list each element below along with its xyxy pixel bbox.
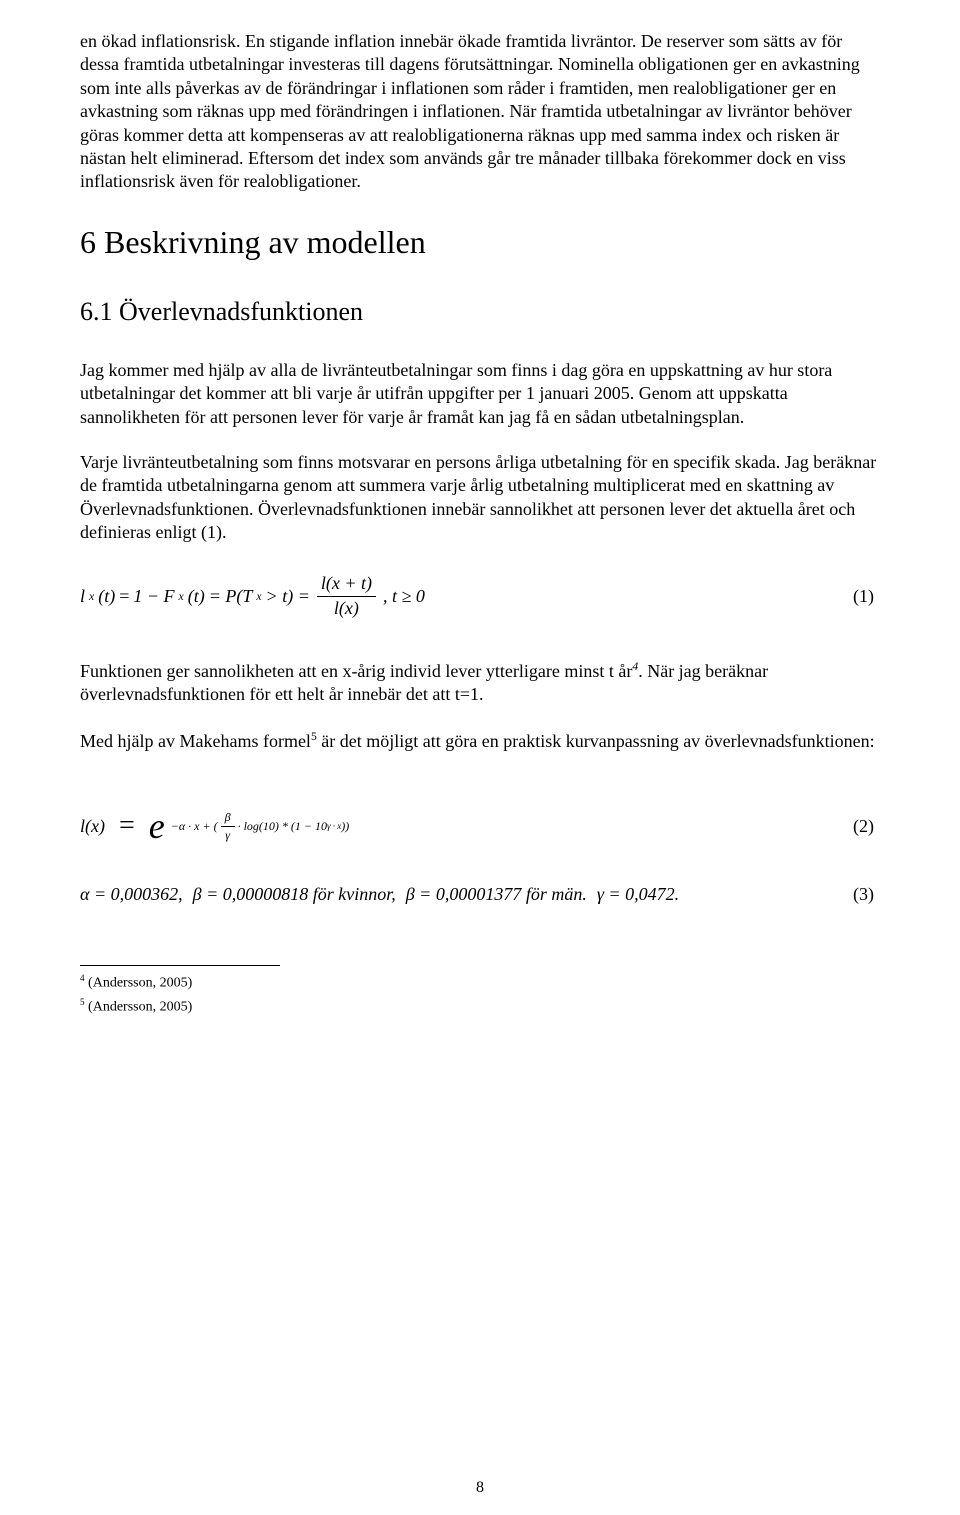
eq1-tail: , t ≥ 0 <box>383 586 425 607</box>
eq3-beta-m: β = 0,00001377 för män. <box>406 884 587 905</box>
footnote-4: 4 (Andersson, 2005) <box>80 972 880 994</box>
eq1-frac-num: l(x + t) <box>317 574 376 597</box>
eq1-eq: = <box>119 586 129 607</box>
paragraph-61-2: Varje livränteutbetalning som finns mots… <box>80 451 880 545</box>
eq1-t1-arg: (t) <box>188 586 205 607</box>
paragraph-61-1: Jag kommer med hjälp av alla de livränte… <box>80 359 880 429</box>
eq1-t2: = P(T <box>209 586 253 607</box>
paragraph-makeham: Med hjälp av Makehams formel5 är det möj… <box>80 729 880 753</box>
equation-3: α = 0,000362, β = 0,00000818 för kvinnor… <box>80 884 880 905</box>
eq2-exp-frac-den: γ <box>221 827 234 842</box>
equation-3-body: α = 0,000362, β = 0,00000818 för kvinnor… <box>80 884 679 905</box>
paragraph-after-eq1: Funktionen ger sannolikheten att en x-år… <box>80 659 880 707</box>
eq2-exp-b: · log(10) * (1 − 10 <box>238 819 327 833</box>
eq1-l-arg: (t) <box>98 586 115 607</box>
equation-2: l(x) = e −α · x + ( β γ · log(10) * (1 −… <box>80 808 880 844</box>
equation-1-body: lx(t) = 1 − Fx(t) = P(Tx > t) = l(x + t)… <box>80 574 425 619</box>
equation-1-number: (1) <box>853 586 880 607</box>
eq3-alpha: α = 0,000362, <box>80 884 183 905</box>
footnote-5: 5 (Andersson, 2005) <box>80 996 880 1018</box>
eq1-fraction: l(x + t) l(x) <box>317 574 376 619</box>
eq2-exponent: −α · x + ( β γ · log(10) * (1 − 10γ · x)… <box>171 811 350 842</box>
equation-3-number: (3) <box>853 884 880 905</box>
eq1-t2-arg: > t) = <box>266 586 310 607</box>
equation-2-body: l(x) = e −α · x + ( β γ · log(10) * (1 −… <box>80 808 349 844</box>
eq2-exp-frac-num: β <box>221 811 235 827</box>
p4-a: Funktionen ger sannolikheten att en x-år… <box>80 661 632 681</box>
page-number: 8 <box>0 1479 960 1497</box>
eq2-lhs: l(x) <box>80 816 105 837</box>
eq3-beta-f: β = 0,00000818 för kvinnor, <box>193 884 396 905</box>
eq1-frac-den: l(x) <box>330 597 363 619</box>
eq2-exp-c: )) <box>341 819 349 833</box>
footnote-4-text: (Andersson, 2005) <box>85 976 193 991</box>
eq1-t1-sub: x <box>179 590 184 603</box>
eq2-exp-a: −α · x + ( <box>171 819 218 833</box>
eq2-exp-exp: γ · x <box>327 821 341 832</box>
eq1-l-sub: x <box>89 590 94 603</box>
p5-a: Med hjälp av Makehams formel <box>80 731 311 751</box>
footnote-5-text: (Andersson, 2005) <box>85 999 193 1014</box>
eq1-l: l <box>80 586 85 607</box>
paragraph-intro: en ökad inflationsrisk. En stigande infl… <box>80 30 880 194</box>
eq2-equals: = <box>109 810 145 842</box>
eq2-exp-frac: β γ <box>221 811 235 842</box>
eq1-t1: 1 − F <box>133 586 174 607</box>
footnote-separator <box>80 965 280 966</box>
equation-2-number: (2) <box>853 816 880 837</box>
eq1-t2-sub: x <box>256 590 261 603</box>
heading-6: 6 Beskrivning av modellen <box>80 224 880 261</box>
p5-b: är det möjligt att göra en praktisk kurv… <box>317 731 875 751</box>
eq2-base-e: e <box>149 808 167 844</box>
heading-6-1: 6.1 Överlevnadsfunktionen <box>80 297 880 327</box>
footnotes: 4 (Andersson, 2005) 5 (Andersson, 2005) <box>80 972 880 1017</box>
equation-1: lx(t) = 1 − Fx(t) = P(Tx > t) = l(x + t)… <box>80 574 880 619</box>
eq3-gamma: γ = 0,0472. <box>597 884 679 905</box>
page: en ökad inflationsrisk. En stigande infl… <box>0 0 960 1515</box>
